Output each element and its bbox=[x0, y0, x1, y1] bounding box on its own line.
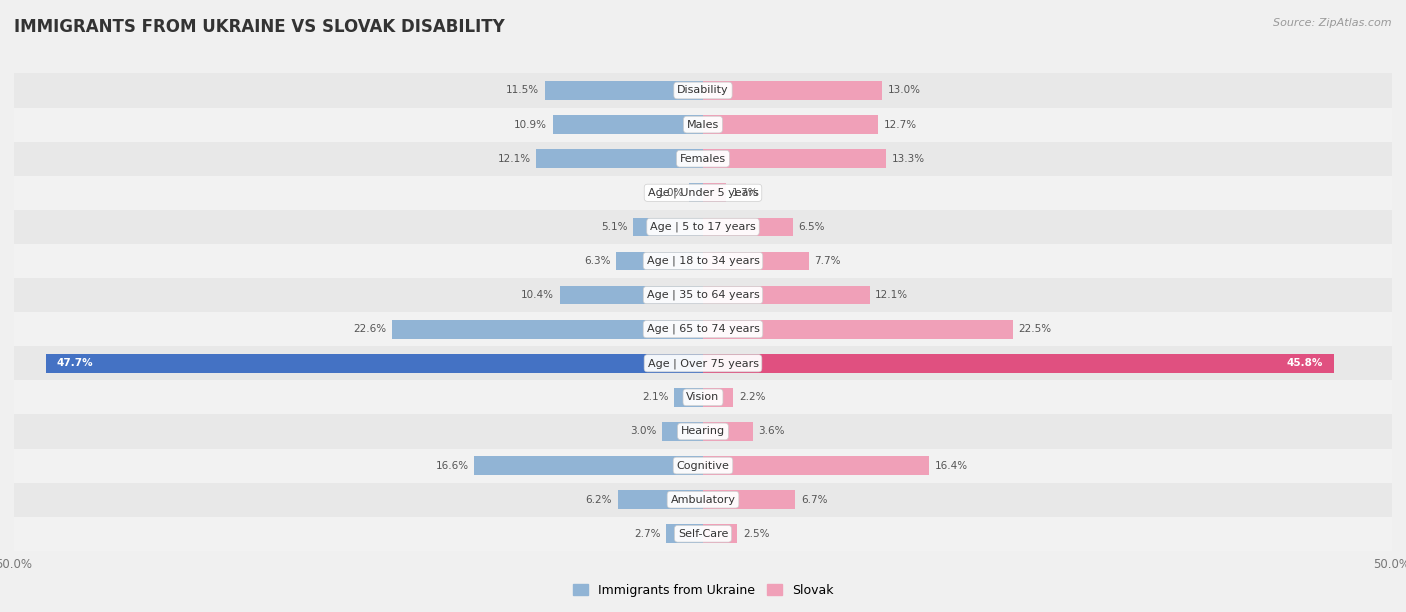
Text: 12.1%: 12.1% bbox=[875, 290, 908, 300]
Bar bbox=[14, 449, 1392, 483]
Bar bbox=[544, 81, 703, 100]
Text: 3.0%: 3.0% bbox=[630, 427, 657, 436]
Text: Age | 65 to 74 years: Age | 65 to 74 years bbox=[647, 324, 759, 334]
Bar bbox=[703, 456, 929, 475]
Text: Age | 35 to 64 years: Age | 35 to 64 years bbox=[647, 290, 759, 300]
Bar bbox=[14, 380, 1392, 414]
Bar bbox=[536, 149, 703, 168]
Bar bbox=[392, 320, 703, 338]
Text: Age | Over 75 years: Age | Over 75 years bbox=[648, 358, 758, 368]
Bar bbox=[560, 286, 703, 304]
Text: 2.1%: 2.1% bbox=[643, 392, 669, 402]
Text: 13.0%: 13.0% bbox=[887, 86, 921, 95]
Bar bbox=[703, 184, 727, 202]
Text: 7.7%: 7.7% bbox=[814, 256, 841, 266]
Text: 45.8%: 45.8% bbox=[1286, 358, 1323, 368]
Bar bbox=[14, 210, 1392, 244]
Bar bbox=[14, 483, 1392, 517]
Bar bbox=[703, 490, 796, 509]
Bar bbox=[662, 422, 703, 441]
Bar bbox=[689, 184, 703, 202]
Bar bbox=[703, 354, 1334, 373]
Text: 1.0%: 1.0% bbox=[658, 188, 683, 198]
Text: 13.3%: 13.3% bbox=[891, 154, 925, 163]
Text: Ambulatory: Ambulatory bbox=[671, 494, 735, 505]
Bar bbox=[666, 524, 703, 543]
Bar bbox=[14, 312, 1392, 346]
Text: Vision: Vision bbox=[686, 392, 720, 402]
Text: Disability: Disability bbox=[678, 86, 728, 95]
Text: 6.5%: 6.5% bbox=[799, 222, 824, 232]
Text: Age | 5 to 17 years: Age | 5 to 17 years bbox=[650, 222, 756, 232]
Bar bbox=[616, 252, 703, 271]
Bar bbox=[14, 73, 1392, 108]
Text: 12.1%: 12.1% bbox=[498, 154, 531, 163]
Text: Cognitive: Cognitive bbox=[676, 461, 730, 471]
Bar bbox=[553, 115, 703, 134]
Bar bbox=[703, 149, 886, 168]
Text: Age | 18 to 34 years: Age | 18 to 34 years bbox=[647, 256, 759, 266]
Bar bbox=[14, 517, 1392, 551]
Bar bbox=[703, 524, 738, 543]
Text: 6.7%: 6.7% bbox=[801, 494, 827, 505]
Text: 6.3%: 6.3% bbox=[583, 256, 610, 266]
Text: IMMIGRANTS FROM UKRAINE VS SLOVAK DISABILITY: IMMIGRANTS FROM UKRAINE VS SLOVAK DISABI… bbox=[14, 18, 505, 36]
Text: Males: Males bbox=[688, 119, 718, 130]
Bar bbox=[474, 456, 703, 475]
Text: 5.1%: 5.1% bbox=[600, 222, 627, 232]
Text: 47.7%: 47.7% bbox=[56, 358, 93, 368]
Text: 3.6%: 3.6% bbox=[758, 427, 785, 436]
Text: Hearing: Hearing bbox=[681, 427, 725, 436]
Text: 2.2%: 2.2% bbox=[738, 392, 765, 402]
Text: 16.4%: 16.4% bbox=[935, 461, 967, 471]
Text: Females: Females bbox=[681, 154, 725, 163]
Text: Source: ZipAtlas.com: Source: ZipAtlas.com bbox=[1274, 18, 1392, 28]
Legend: Immigrants from Ukraine, Slovak: Immigrants from Ukraine, Slovak bbox=[568, 579, 838, 602]
Bar bbox=[703, 217, 793, 236]
Text: 10.9%: 10.9% bbox=[515, 119, 547, 130]
Bar bbox=[14, 414, 1392, 449]
Text: 2.5%: 2.5% bbox=[742, 529, 769, 539]
Bar bbox=[673, 388, 703, 407]
Bar bbox=[703, 422, 752, 441]
Text: 11.5%: 11.5% bbox=[506, 86, 538, 95]
Bar bbox=[14, 141, 1392, 176]
Text: 2.7%: 2.7% bbox=[634, 529, 661, 539]
Bar bbox=[703, 115, 877, 134]
Text: 22.6%: 22.6% bbox=[353, 324, 387, 334]
Bar bbox=[14, 278, 1392, 312]
Bar bbox=[14, 346, 1392, 380]
Bar bbox=[703, 286, 870, 304]
Bar bbox=[703, 252, 808, 271]
Text: 1.7%: 1.7% bbox=[733, 188, 758, 198]
Bar bbox=[14, 244, 1392, 278]
Bar bbox=[703, 388, 734, 407]
Text: Age | Under 5 years: Age | Under 5 years bbox=[648, 187, 758, 198]
Bar bbox=[14, 108, 1392, 141]
Bar bbox=[46, 354, 703, 373]
Bar bbox=[633, 217, 703, 236]
Text: 12.7%: 12.7% bbox=[883, 119, 917, 130]
Bar bbox=[14, 176, 1392, 210]
Text: 22.5%: 22.5% bbox=[1018, 324, 1052, 334]
Text: Self-Care: Self-Care bbox=[678, 529, 728, 539]
Text: 6.2%: 6.2% bbox=[585, 494, 612, 505]
Bar bbox=[703, 81, 882, 100]
Bar bbox=[703, 320, 1012, 338]
Text: 10.4%: 10.4% bbox=[522, 290, 554, 300]
Bar bbox=[617, 490, 703, 509]
Text: 16.6%: 16.6% bbox=[436, 461, 468, 471]
